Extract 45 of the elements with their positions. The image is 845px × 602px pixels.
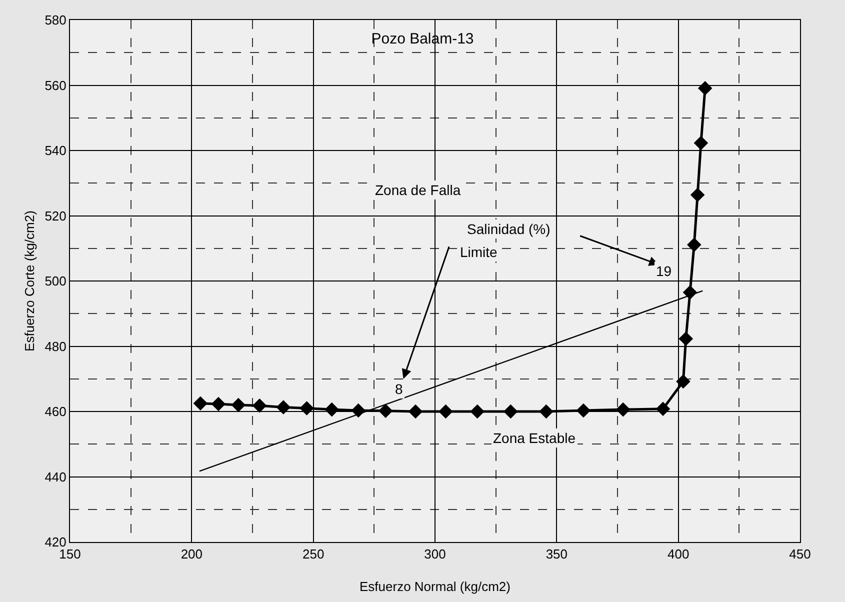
y-tick-label: 480 — [44, 338, 66, 354]
point — [438, 404, 453, 419]
point — [300, 401, 314, 416]
annotation: 19 — [656, 263, 672, 279]
point — [378, 404, 393, 418]
y-tick-label: 460 — [44, 404, 66, 420]
point — [408, 404, 423, 419]
point — [687, 238, 702, 252]
x-tick-label: 350 — [546, 546, 568, 562]
annotation: 8 — [395, 381, 403, 397]
point — [470, 404, 484, 419]
x-tick-label: 250 — [302, 546, 324, 562]
point — [656, 402, 670, 416]
point — [193, 396, 208, 410]
y-tick-label: 560 — [44, 78, 66, 93]
point — [252, 398, 267, 413]
point — [616, 402, 630, 417]
y-tick-label: 520 — [44, 208, 66, 224]
annotation: Limite — [460, 244, 498, 260]
x-tick-label: 300 — [424, 546, 446, 562]
y-tick-label: 580 — [44, 12, 66, 28]
annotation: Zona Estable — [493, 430, 576, 446]
y-axis-title: Esfuerzo Corte (kg/cm2) — [22, 210, 37, 352]
annotation: Salinidad (%) — [467, 221, 550, 237]
point — [276, 400, 291, 414]
point — [698, 81, 712, 96]
annotation: Zona de Falla — [375, 182, 461, 198]
point — [576, 403, 591, 418]
point — [211, 396, 226, 412]
x-tick-label: 200 — [180, 546, 203, 562]
x-axis-title: Esfuerzo Normal (kg/cm2) — [360, 579, 510, 594]
point — [676, 374, 690, 389]
point — [678, 332, 694, 346]
x-tick-label: 450 — [789, 546, 811, 562]
point — [682, 285, 698, 300]
point — [504, 404, 518, 419]
point — [324, 402, 339, 417]
y-tick-label: 540 — [44, 143, 66, 158]
point — [690, 188, 705, 202]
point — [231, 398, 246, 412]
y-tick-label: 500 — [44, 274, 66, 289]
point — [539, 404, 554, 419]
point — [694, 136, 708, 150]
y-tick-label: 440 — [44, 469, 66, 484]
x-tick-label: 400 — [667, 546, 690, 562]
